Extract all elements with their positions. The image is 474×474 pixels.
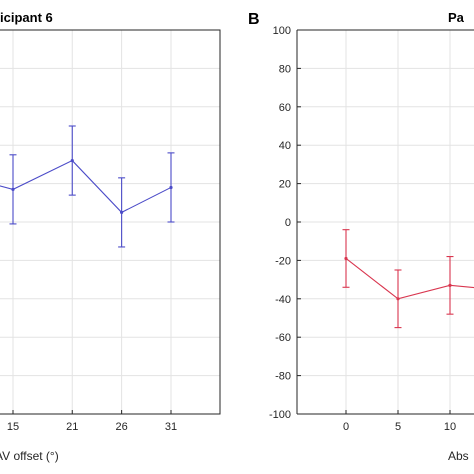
x-tick-label: 31 xyxy=(165,421,177,433)
y-tick-label: 40 xyxy=(279,140,291,152)
y-ticks-b: 100 80 60 40 20 0 -20 -40 -60 -80 -100 xyxy=(269,25,291,421)
y-tick-label: 20 xyxy=(279,179,291,191)
y-tick-label: -20 xyxy=(275,255,291,267)
x-ticks-a: 15 21 26 31 xyxy=(7,421,177,433)
marks-a xyxy=(0,125,175,248)
y-tick-label: 60 xyxy=(279,102,291,114)
y-tick-label: 80 xyxy=(279,63,291,75)
data-point xyxy=(396,297,400,301)
x-axis-label-b: Abs xyxy=(448,449,469,463)
chart-title-a: icipant 6 xyxy=(0,10,53,25)
data-point xyxy=(11,187,15,191)
y-tick-label: -40 xyxy=(275,294,291,306)
data-point xyxy=(120,210,124,214)
x-tick-label: 26 xyxy=(116,421,128,433)
x-tick-label: 5 xyxy=(395,421,401,433)
x-tick-label: 21 xyxy=(66,421,78,433)
y-tick-label: -80 xyxy=(275,371,291,383)
data-point xyxy=(344,256,348,261)
series-line xyxy=(345,258,474,300)
data-point xyxy=(169,185,173,190)
y-tick-label: 0 xyxy=(285,217,291,229)
chart-panel-a: 15 21 26 31 icipant 6 AV offset (°) xyxy=(0,10,221,463)
marks-b xyxy=(342,229,474,329)
plot-border-a xyxy=(0,29,221,415)
y-tick-label: -100 xyxy=(269,409,291,421)
chart-title-b: Pa xyxy=(448,10,465,25)
x-axis-label-a: AV offset (°) xyxy=(0,449,59,463)
data-point xyxy=(70,158,74,163)
x-tick-label: 15 xyxy=(7,421,19,433)
x-ticks-b: 0 5 10 xyxy=(343,421,456,433)
data-point xyxy=(448,283,452,287)
x-tick-label: 0 xyxy=(343,421,349,433)
y-tick-label: -60 xyxy=(275,332,291,344)
x-tick-label: 10 xyxy=(444,421,456,433)
y-tick-label: 100 xyxy=(273,25,291,37)
chart-panel-b: B 100 80 60 40 20 0 -20 -40 -60 -80 -100 0 5 10 Pa A… xyxy=(248,10,474,463)
panel-label-b: B xyxy=(248,11,260,28)
